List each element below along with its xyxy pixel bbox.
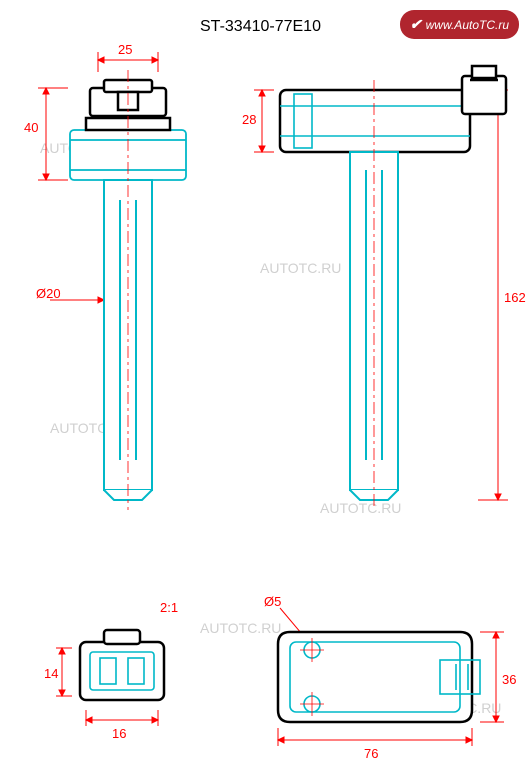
- base-top-view: [240, 590, 520, 760]
- front-view: [30, 40, 230, 520]
- check-icon: ✔: [410, 16, 422, 33]
- connector-detail: [50, 600, 210, 750]
- logo-text: www.AutoTC.ru: [426, 18, 509, 32]
- side-view: [250, 40, 520, 520]
- diagram-layer: [0, 0, 529, 768]
- site-logo-badge: ✔ www.AutoTC.ru: [400, 10, 519, 39]
